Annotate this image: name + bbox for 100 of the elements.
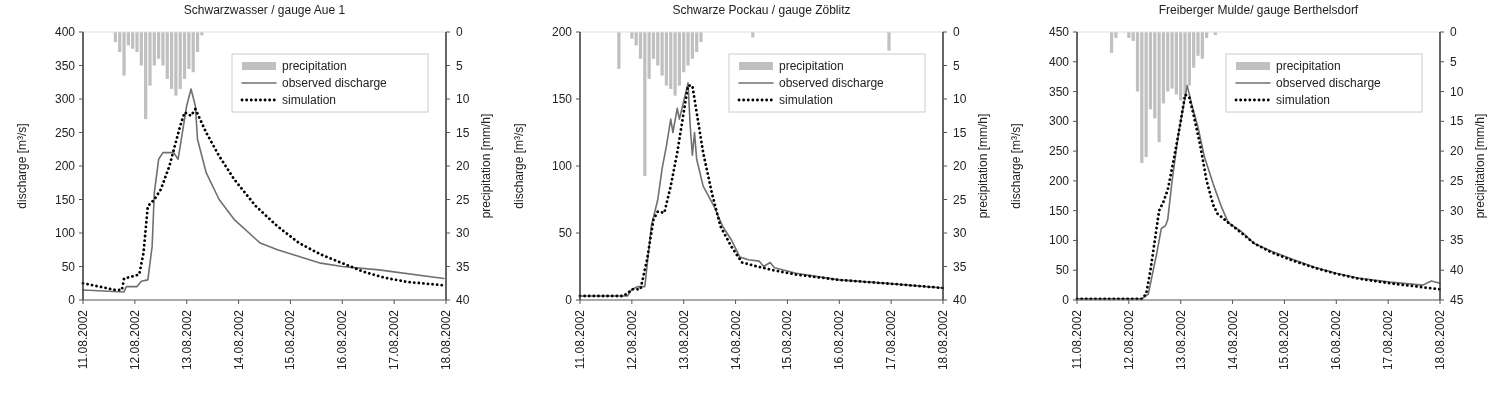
y2-tick-label: 30: [1450, 203, 1464, 218]
y2-tick-label: 25: [1450, 173, 1464, 188]
x-tick-label: 18.08.2002: [936, 309, 950, 371]
bar: [1140, 32, 1144, 164]
y2-tick-label: 40: [1450, 263, 1464, 278]
legend-label: simulation: [779, 93, 834, 107]
y2-axis-title: precipitation [mm/h]: [1473, 113, 1487, 219]
y2-tick-label: 45: [1450, 293, 1464, 307]
y-tick-label: 200: [54, 159, 76, 173]
bar: [664, 32, 669, 86]
bar: [887, 32, 891, 51]
y2-tick-label: 35: [456, 259, 470, 274]
bar: [174, 32, 178, 96]
x-tick-label: 12.08.2002: [127, 309, 142, 371]
y-axis-title: discharge [m³/s]: [1009, 123, 1023, 209]
legend-label: precipitation: [282, 59, 347, 73]
y2-tick-label: 35: [953, 259, 967, 274]
y-tick-label: 100: [1048, 233, 1070, 248]
y2-tick-label: 10: [456, 92, 470, 106]
bar: [1200, 32, 1204, 59]
chart-title: Freiberger Mulde/ gauge Berthelsdorf: [1158, 3, 1359, 17]
x-tick-label: 16.08.2002: [832, 309, 847, 371]
y2-axis-title: precipitation [mm/h]: [479, 113, 493, 219]
y-tick-label: 350: [54, 58, 76, 73]
y-tick-label: 350: [1048, 84, 1070, 99]
bar: [1144, 32, 1148, 158]
bar: [647, 32, 651, 79]
x-tick-label: 16.08.2002: [1329, 309, 1344, 371]
x-tick-label: 18.08.2002: [1433, 309, 1447, 371]
y2-axis-title: precipitation [mm/h]: [976, 113, 990, 219]
bar: [191, 32, 195, 73]
y2-tick-label: 0: [1450, 25, 1457, 39]
bar: [673, 32, 677, 96]
y-tick-label: 100: [54, 226, 76, 240]
y2-tick-label: 20: [1450, 144, 1464, 159]
legend-label: precipitation: [1276, 59, 1341, 73]
x-tick-label: 13.08.2002: [1173, 309, 1188, 371]
x-tick-label: 11.08.2002: [1070, 309, 1084, 370]
y-tick-label: 200: [1048, 173, 1070, 188]
bar: [144, 32, 148, 120]
x-tick-label: 17.08.2002: [884, 309, 899, 371]
y2-tick-label: 0: [456, 25, 463, 39]
x-tick-label: 17.08.2002: [387, 309, 402, 371]
y2-tick-label: 40: [456, 293, 470, 307]
y2-tick-label: 30: [456, 226, 470, 240]
y-axis-title: discharge [m³/s]: [15, 123, 29, 209]
legend-label: observed discharge: [779, 76, 885, 90]
y2-tick-label: 30: [953, 226, 967, 240]
y-tick-label: 200: [551, 25, 573, 39]
y-tick-label: 400: [1048, 54, 1070, 69]
x-tick-label: 13.08.2002: [676, 309, 691, 371]
y2-tick-label: 25: [953, 192, 967, 207]
y-tick-label: 250: [1048, 144, 1070, 159]
x-tick-label: 15.08.2002: [1277, 309, 1292, 371]
y2-tick-label: 35: [1450, 233, 1464, 248]
y-tick-label: 0: [68, 293, 76, 307]
x-tick-label: 15.08.2002: [780, 309, 795, 371]
y2-tick-label: 25: [456, 192, 470, 207]
y-tick-label: 300: [54, 92, 76, 106]
y2-tick-label: 10: [953, 92, 967, 106]
bar: [1179, 32, 1183, 101]
y-tick-label: 0: [1062, 293, 1070, 307]
y2-tick-label: 5: [953, 58, 960, 73]
x-tick-label: 16.08.2002: [335, 309, 350, 371]
y2-tick-label: 5: [1450, 54, 1457, 69]
y-tick-label: 50: [61, 259, 76, 274]
y2-tick-label: 0: [953, 25, 960, 39]
x-tick-label: 13.08.2002: [179, 309, 194, 371]
y2-tick-label: 15: [456, 125, 470, 140]
y-tick-label: 250: [54, 125, 76, 140]
y-tick-label: 300: [1048, 114, 1070, 129]
legend-label: simulation: [1276, 93, 1331, 107]
y2-tick-label: 15: [1450, 114, 1464, 129]
y-tick-label: 450: [1048, 25, 1070, 39]
x-tick-label: 17.08.2002: [1381, 309, 1396, 371]
y2-tick-label: 10: [1450, 84, 1464, 99]
y-tick-label: 50: [558, 226, 573, 240]
x-tick-label: 11.08.2002: [573, 309, 587, 370]
y2-tick-label: 40: [953, 293, 967, 307]
y-tick-label: 400: [54, 25, 76, 39]
legend-label: observed discharge: [1276, 76, 1382, 90]
legend-label: simulation: [282, 93, 337, 107]
y2-tick-label: 15: [953, 125, 967, 140]
bar: [617, 32, 621, 69]
y-tick-label: 150: [551, 92, 573, 106]
bar: [122, 32, 126, 76]
x-tick-label: 18.08.2002: [439, 309, 453, 371]
y-tick-label: 150: [54, 192, 76, 207]
y2-tick-label: 5: [456, 58, 463, 73]
y-tick-label: 100: [551, 159, 573, 173]
y-axis-title: discharge [m³/s]: [512, 123, 526, 209]
bar: [643, 32, 647, 177]
bar: [1157, 32, 1161, 143]
chart-title: Schwarzwasser / gauge Aue 1: [183, 3, 346, 17]
chart-title: Schwarze Pockau / gauge Zöblitz: [672, 3, 851, 17]
x-tick-label: 14.08.2002: [728, 309, 743, 371]
y2-tick-label: 20: [953, 159, 967, 173]
y-tick-label: 150: [1048, 203, 1070, 218]
y2-tick-label: 20: [456, 159, 470, 173]
x-tick-label: 12.08.2002: [624, 309, 639, 371]
